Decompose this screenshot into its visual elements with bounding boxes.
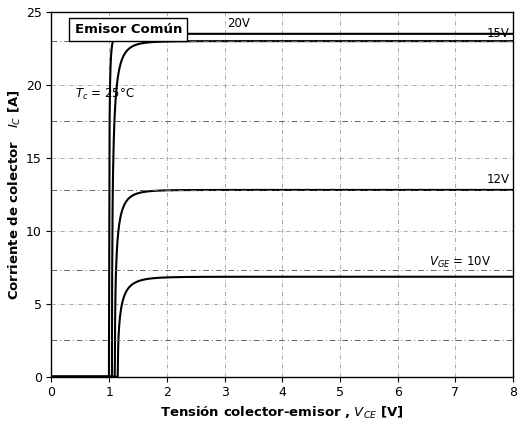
Text: $T_c$ = 25°C: $T_c$ = 25°C [74, 87, 134, 102]
Text: 12V: 12V [487, 173, 510, 186]
Text: $V_{GE}$ = 10V: $V_{GE}$ = 10V [429, 256, 492, 270]
Y-axis label: Corriente de colector   $I_C$ [A]: Corriente de colector $I_C$ [A] [7, 89, 23, 300]
X-axis label: Tensión colector-emisor , $V_{CE}$ [V]: Tensión colector-emisor , $V_{CE}$ [V] [160, 405, 404, 421]
Text: 20V: 20V [227, 17, 250, 30]
Text: Emisor Común: Emisor Común [74, 23, 182, 36]
Text: 15V: 15V [487, 27, 510, 40]
